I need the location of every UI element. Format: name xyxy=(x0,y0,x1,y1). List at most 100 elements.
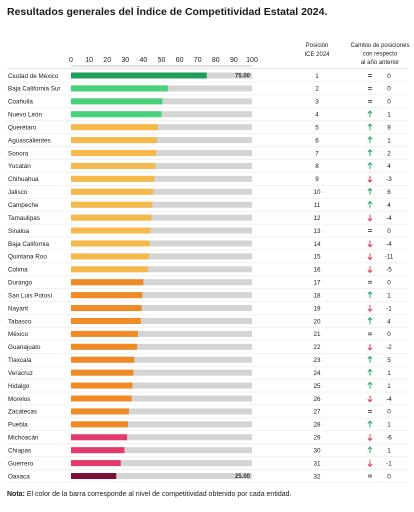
position-value: 27 xyxy=(313,409,321,416)
change-value: 4 xyxy=(387,202,391,209)
state-label: Tamaulipas xyxy=(8,215,40,222)
bar-value-label: 75.00 xyxy=(235,74,251,80)
state-label: Campeche xyxy=(8,202,39,209)
state-label: Durango xyxy=(8,280,33,287)
change-value: 0 xyxy=(387,228,391,235)
change-value: 1 xyxy=(387,447,391,454)
change-value: -2 xyxy=(386,344,392,351)
bar-track xyxy=(71,421,252,428)
bar xyxy=(71,292,143,299)
state-label: Sinaloa xyxy=(8,228,30,235)
change-value: 0 xyxy=(387,409,391,416)
arrow-up-icon xyxy=(367,317,373,321)
bar xyxy=(71,98,163,105)
bar xyxy=(71,240,150,247)
bar-track xyxy=(71,240,252,247)
change-value: -4 xyxy=(386,396,392,403)
bar xyxy=(71,201,153,208)
change-value: 0 xyxy=(387,86,391,93)
position-value: 3 xyxy=(315,99,319,106)
x-tick-label: 0 xyxy=(69,57,73,64)
bar-value-label: 25.00 xyxy=(235,474,251,480)
x-tick-label: 90 xyxy=(230,57,238,64)
bar xyxy=(71,175,155,182)
bar-track xyxy=(71,175,252,182)
position-value: 17 xyxy=(313,280,321,287)
change-header: Cambio de posiciones xyxy=(350,43,409,49)
bar xyxy=(71,150,157,157)
bar-track xyxy=(71,137,252,144)
arrow-up-icon xyxy=(367,381,373,386)
state-label: Coahuila xyxy=(8,99,33,106)
change-value: 5 xyxy=(387,357,391,364)
x-tick-label: 10 xyxy=(85,57,93,64)
bar-track xyxy=(71,266,252,273)
bar xyxy=(71,460,121,467)
state-label: Colima xyxy=(8,267,28,274)
state-label: Morelos xyxy=(8,396,30,403)
arrow-up-icon xyxy=(367,123,373,127)
position-value: 20 xyxy=(313,318,321,325)
arrow-up-icon xyxy=(367,355,373,360)
change-value: -6 xyxy=(386,435,392,442)
bar-track xyxy=(71,124,252,131)
arrow-down-icon xyxy=(367,243,373,248)
change-value: 1 xyxy=(387,383,391,390)
bar-track xyxy=(71,214,252,221)
position-value: 26 xyxy=(313,396,321,403)
x-tick-label: 80 xyxy=(212,57,220,64)
state-label: Puebla xyxy=(8,422,28,429)
bar-track xyxy=(71,279,252,286)
arrow-down-icon xyxy=(367,218,373,222)
arrow-down-icon xyxy=(367,308,373,312)
position-header: ICE 2024 xyxy=(304,52,330,58)
state-label: Hidalgo xyxy=(8,383,30,390)
bar xyxy=(71,473,117,480)
change-value: 6 xyxy=(387,189,391,196)
bar xyxy=(71,72,207,79)
change-value: -4 xyxy=(386,241,392,248)
state-label: Chihuahua xyxy=(8,176,39,183)
position-value: 13 xyxy=(313,228,321,235)
bar xyxy=(71,369,134,376)
bar xyxy=(71,279,144,286)
change-value: 0 xyxy=(387,331,391,338)
bar xyxy=(71,408,129,415)
state-label: Guerrero xyxy=(8,460,34,467)
arrow-down-icon xyxy=(367,179,373,183)
state-label: Aguascalientes xyxy=(8,137,51,144)
change-value: 1 xyxy=(387,112,391,119)
change-value: -1 xyxy=(386,460,392,467)
position-value: 32 xyxy=(313,473,321,480)
x-tick-label: 60 xyxy=(176,57,184,64)
x-tick-label: 40 xyxy=(140,57,148,64)
bar-track xyxy=(71,201,252,208)
arrow-down-icon xyxy=(367,347,373,351)
bar-track xyxy=(71,305,252,312)
position-value: 6 xyxy=(315,137,319,144)
state-label: Quintana Roo xyxy=(8,254,47,261)
arrow-up-icon xyxy=(367,162,373,166)
change-value: -11 xyxy=(385,254,394,261)
x-tick-label: 30 xyxy=(121,57,129,64)
position-value: 28 xyxy=(313,422,321,429)
position-value: 12 xyxy=(313,215,321,222)
note-text: El color de la barra corresponde al nive… xyxy=(26,491,292,498)
position-value: 11 xyxy=(314,202,321,209)
change-value: 1 xyxy=(387,292,391,299)
state-label: Nayarit xyxy=(8,305,28,312)
chart-note: Nota: El color de la barra corresponde a… xyxy=(7,491,291,498)
change-value: -1 xyxy=(386,305,392,312)
bar xyxy=(71,85,168,92)
state-label: Chiapas xyxy=(8,447,31,454)
position-value: 15 xyxy=(313,254,321,261)
change-value: 4 xyxy=(387,318,391,325)
bar xyxy=(71,305,142,312)
state-label: Sonora xyxy=(8,150,29,157)
bar xyxy=(71,330,138,337)
x-tick-label: 50 xyxy=(158,57,166,64)
bar xyxy=(71,111,162,118)
position-value: 14 xyxy=(313,241,321,248)
